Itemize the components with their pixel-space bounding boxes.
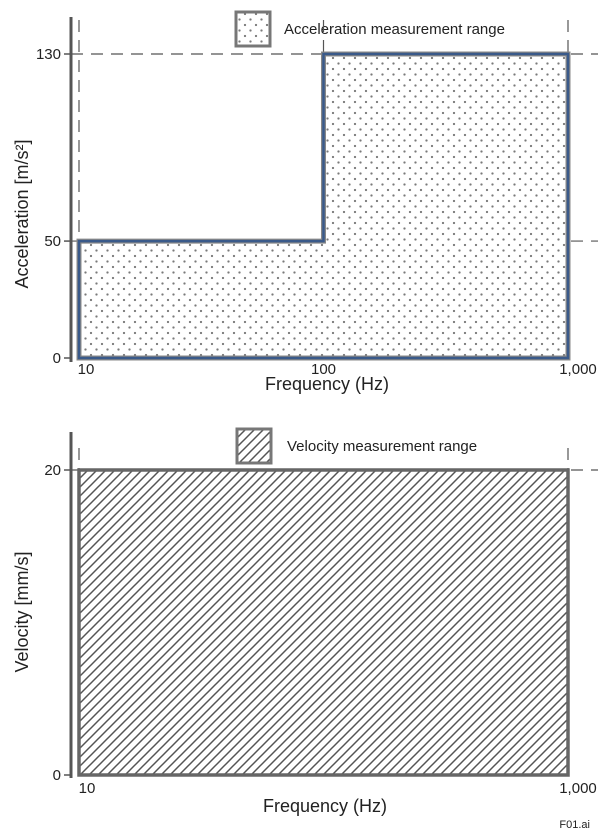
x-tick-label: 10 <box>79 780 96 797</box>
x-tick-label: 10 <box>78 361 95 378</box>
acceleration-legend-label: Acceleration measurement range <box>284 21 505 38</box>
acceleration-x-axis-title: Frequency (Hz) <box>265 374 389 394</box>
x-tick-label: 1,000 <box>559 780 597 797</box>
acceleration-y-axis-title: Acceleration [m/s²] <box>12 139 32 288</box>
acceleration-range-area <box>76 51 571 361</box>
velocity-chart: Velocity measurement range 0 20 10 1,000 F… <box>12 427 598 816</box>
velocity-legend-swatch <box>235 427 273 465</box>
acceleration-x-ticks: 10 100 1,000 <box>78 361 597 378</box>
y-tick-label: 50 <box>44 233 61 250</box>
y-tick-label: 20 <box>44 462 61 479</box>
x-tick-label: 1,000 <box>559 361 597 378</box>
acceleration-y-ticks: 0 50 130 <box>36 46 71 367</box>
y-tick-label: 130 <box>36 46 61 63</box>
range-fill <box>79 470 568 775</box>
acceleration-legend: Acceleration measurement range <box>234 10 505 48</box>
acceleration-chart: Acceleration measurement range 0 50 130 10… <box>12 10 598 394</box>
range-outline <box>77 52 570 360</box>
velocity-x-ticks: 10 1,000 <box>79 780 597 797</box>
acceleration-legend-swatch <box>234 10 272 48</box>
velocity-y-ticks: 0 20 <box>44 462 71 784</box>
velocity-x-axis-title: Frequency (Hz) <box>263 796 387 816</box>
range-outline <box>77 468 570 777</box>
y-tick-label: 0 <box>53 767 61 784</box>
x-tick-label: 100 <box>311 361 336 378</box>
velocity-legend: Velocity measurement range <box>235 427 477 465</box>
velocity-y-axis-title: Velocity [mm/s] <box>12 551 32 672</box>
velocity-range-area <box>77 468 570 777</box>
footer-note: F01.ai <box>559 819 590 831</box>
velocity-legend-label: Velocity measurement range <box>287 438 477 455</box>
y-tick-label: 0 <box>53 350 61 367</box>
